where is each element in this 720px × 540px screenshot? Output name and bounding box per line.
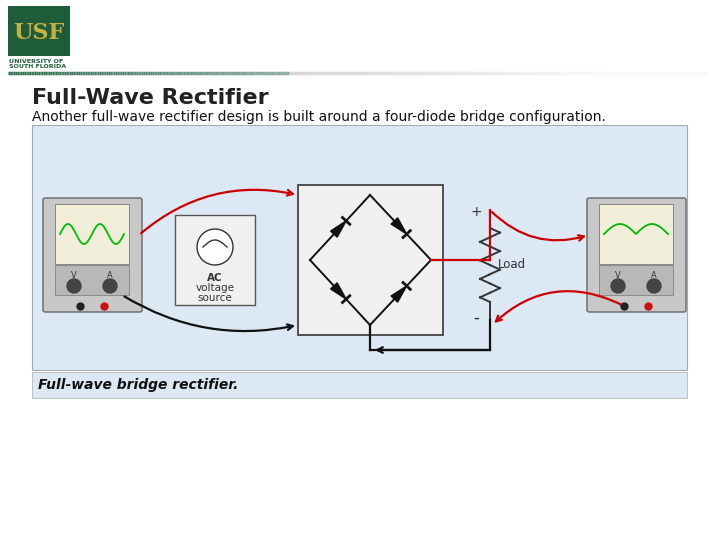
Text: AC: AC bbox=[207, 273, 222, 283]
Polygon shape bbox=[330, 221, 346, 237]
Text: SOUTH FLORIDA: SOUTH FLORIDA bbox=[9, 64, 66, 69]
Text: V: V bbox=[71, 272, 77, 280]
FancyBboxPatch shape bbox=[599, 204, 673, 264]
Circle shape bbox=[647, 279, 661, 293]
Polygon shape bbox=[330, 283, 346, 299]
Text: A: A bbox=[107, 272, 113, 280]
Circle shape bbox=[103, 279, 117, 293]
Text: UNIVERSITY OF: UNIVERSITY OF bbox=[9, 59, 63, 64]
Polygon shape bbox=[391, 218, 407, 234]
FancyBboxPatch shape bbox=[298, 185, 443, 335]
FancyBboxPatch shape bbox=[32, 125, 687, 370]
Text: -: - bbox=[473, 309, 479, 327]
Text: source: source bbox=[197, 293, 233, 303]
Text: A: A bbox=[651, 272, 657, 280]
FancyBboxPatch shape bbox=[43, 198, 142, 312]
Text: Full-Wave Rectifier: Full-Wave Rectifier bbox=[32, 88, 269, 108]
FancyBboxPatch shape bbox=[55, 204, 129, 264]
FancyBboxPatch shape bbox=[175, 215, 255, 305]
Text: Full-wave bridge rectifier.: Full-wave bridge rectifier. bbox=[38, 378, 238, 392]
Text: USF: USF bbox=[14, 22, 65, 44]
Text: V: V bbox=[615, 272, 621, 280]
Polygon shape bbox=[391, 286, 407, 302]
Circle shape bbox=[197, 229, 233, 265]
Text: voltage: voltage bbox=[196, 283, 235, 293]
Circle shape bbox=[67, 279, 81, 293]
Circle shape bbox=[611, 279, 625, 293]
FancyBboxPatch shape bbox=[587, 198, 686, 312]
Text: Load: Load bbox=[498, 259, 526, 272]
Text: +: + bbox=[470, 205, 482, 219]
Text: Another full-wave rectifier design is built around a four-diode bridge configura: Another full-wave rectifier design is bu… bbox=[32, 110, 606, 124]
FancyBboxPatch shape bbox=[8, 6, 70, 56]
FancyBboxPatch shape bbox=[32, 372, 687, 398]
FancyBboxPatch shape bbox=[599, 265, 673, 295]
FancyBboxPatch shape bbox=[55, 265, 129, 295]
